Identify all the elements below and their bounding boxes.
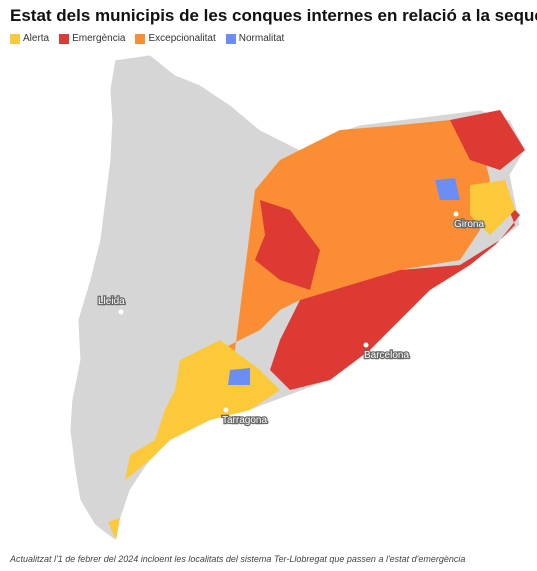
legend-label: Alerta xyxy=(23,33,50,44)
legend: Alerta Emergència Excepcionalitat Normalita… xyxy=(10,33,284,44)
region-excepcionalitat xyxy=(180,120,490,400)
city-label: Barcelona xyxy=(364,350,409,361)
city-dot xyxy=(118,309,124,315)
region-normalitat xyxy=(435,178,460,200)
legend-label: Excepcionalitat xyxy=(148,33,216,44)
city-label: Girona xyxy=(454,219,484,230)
city-dot xyxy=(223,407,229,413)
legend-swatch xyxy=(10,33,20,44)
region-emergencia xyxy=(450,110,525,170)
legend-label: Emergència xyxy=(72,33,126,44)
legend-item: Normalitat xyxy=(225,33,285,44)
region-normalitat xyxy=(228,368,250,385)
city-dot xyxy=(363,342,369,348)
legend-label: Normalitat xyxy=(238,33,285,44)
city-label: Lleida xyxy=(98,296,125,307)
city-dot xyxy=(453,211,459,217)
legend-swatch xyxy=(59,33,70,44)
legend-item: Emergència xyxy=(59,33,125,44)
note: Actualitzat l'1 de febrer del 2024 inclo… xyxy=(10,554,466,564)
legend-item: Excepcionalitat xyxy=(135,33,216,44)
region-emergencia xyxy=(270,200,520,390)
legend-swatch xyxy=(135,33,146,44)
region-alerta xyxy=(108,518,120,540)
legend-item: Alerta xyxy=(10,33,49,44)
city-label: Tarragona xyxy=(222,415,267,426)
legend-swatch xyxy=(225,33,236,44)
region-alerta xyxy=(470,180,515,235)
title: Estat dels municipis de les conques inte… xyxy=(10,6,537,25)
region-emergencia xyxy=(255,200,320,290)
